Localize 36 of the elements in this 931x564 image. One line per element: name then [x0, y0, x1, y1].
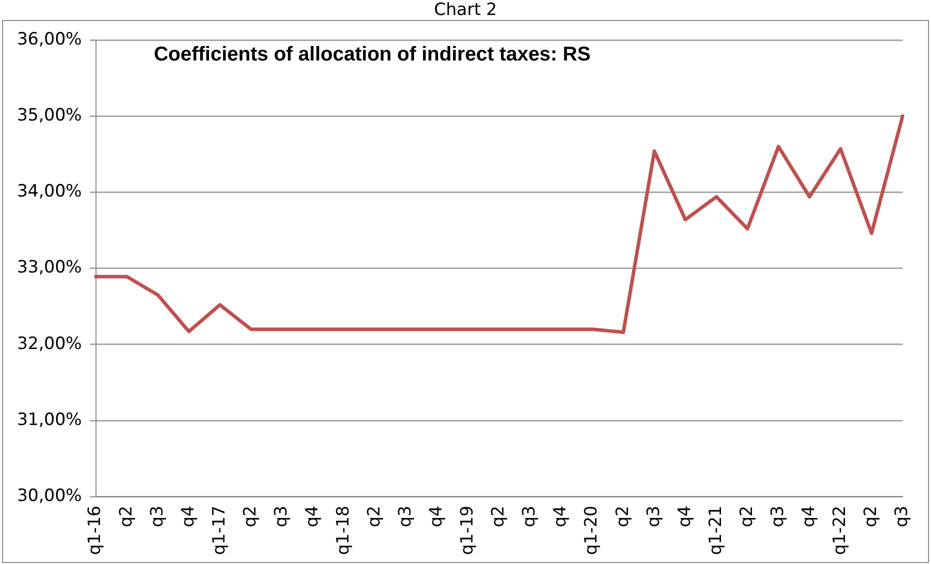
x-tick-label: q3 — [520, 506, 540, 528]
x-tick-label: q1-21 — [706, 506, 726, 555]
x-tick-label: q2 — [860, 506, 881, 528]
x-tick-label: q4 — [178, 506, 198, 528]
x-tick-label: q2 — [240, 506, 260, 528]
y-tick-label: 31,00% — [16, 410, 82, 430]
x-tick-label: q1-19 — [458, 506, 478, 555]
x-tick-label: q1-17 — [209, 506, 230, 555]
y-tick-label: 30,00% — [16, 486, 82, 506]
x-tick-label: q2 — [116, 506, 136, 528]
x-tick-label: q1-16 — [85, 506, 106, 555]
x-tick-label: q3 — [271, 506, 292, 528]
x-tick-label: q3 — [147, 506, 168, 528]
x-tick-label: q3 — [396, 506, 416, 528]
x-tick-label: q2 — [612, 506, 633, 528]
y-tick-label: 33,00% — [16, 258, 82, 278]
x-tick-label: q4 — [798, 506, 819, 528]
chart-title: Chart 2 — [433, 0, 498, 20]
y-tick-label: 35,00% — [16, 106, 82, 126]
x-tick-label: q1-22 — [830, 506, 850, 555]
x-tick-label: q3 — [892, 506, 912, 528]
x-tick-label: q3 — [768, 506, 788, 528]
x-tick-label: q4 — [674, 506, 695, 528]
y-tick-label: 34,00% — [16, 182, 82, 202]
y-tick-label: 32,00% — [16, 334, 82, 354]
x-tick-label: q2 — [736, 506, 757, 528]
y-tick-label: 36,00% — [16, 29, 82, 50]
x-tick-label: q2 — [364, 506, 385, 528]
x-tick-label: q3 — [644, 506, 664, 528]
x-tick-label: q4 — [426, 506, 447, 528]
x-tick-label: q4 — [550, 506, 571, 528]
x-tick-label: q4 — [302, 506, 322, 528]
x-tick-label: q1-20 — [582, 506, 602, 555]
chart-subtitle: Coefficients of allocation of indirect taxes: RS — [154, 44, 591, 66]
x-tick-label: q2 — [488, 506, 509, 528]
x-tick-label: q1-18 — [333, 506, 354, 555]
